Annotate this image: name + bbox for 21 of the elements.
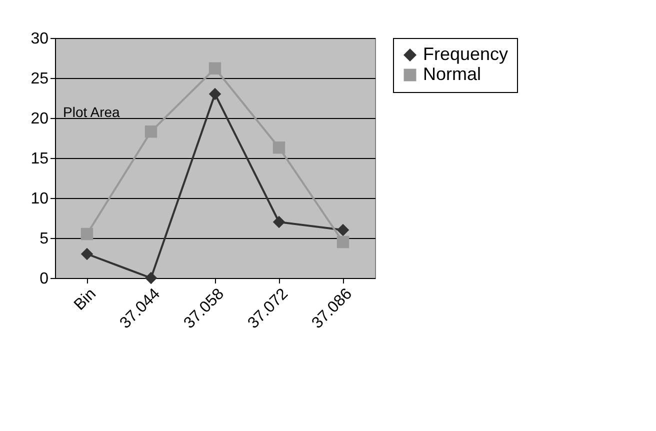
point [272, 216, 286, 228]
point [272, 141, 286, 154]
point [336, 224, 350, 236]
y-tick-label: 30 [30, 30, 49, 48]
point [208, 88, 222, 100]
legend-label: Frequency [423, 44, 508, 64]
y-tick-label: 10 [30, 190, 49, 208]
y-tick-label: 5 [40, 230, 49, 248]
legend-label: Normal [423, 64, 482, 84]
y-tick-label: 25 [30, 70, 49, 88]
point [80, 228, 94, 240]
y-tick-label: 20 [30, 110, 49, 128]
annotation: Plot Area [63, 104, 120, 120]
y-tick-label: 15 [30, 150, 49, 168]
point [336, 236, 350, 248]
x-tick-label: Bin [71, 286, 100, 314]
point [144, 125, 158, 138]
point [208, 62, 222, 75]
point [144, 272, 158, 284]
y-tick-label: 0 [40, 270, 49, 288]
point [80, 248, 94, 260]
